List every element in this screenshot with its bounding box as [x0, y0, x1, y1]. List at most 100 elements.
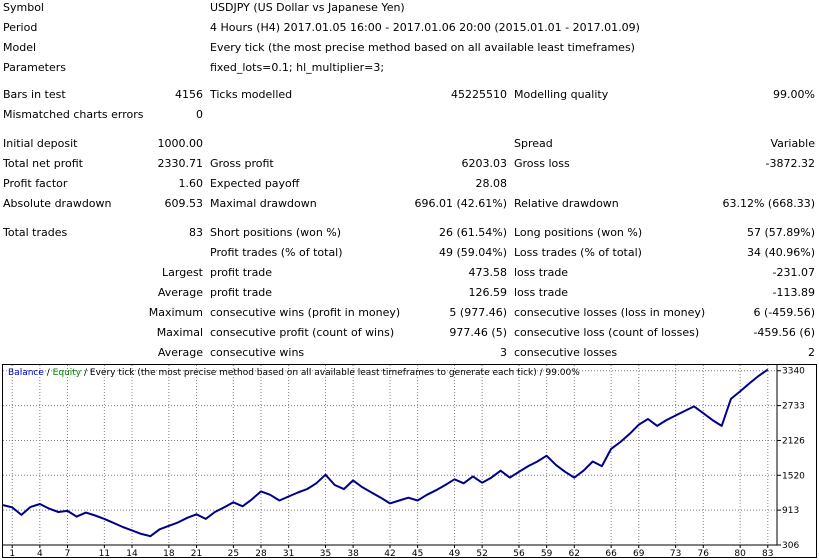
- mismatch-value: 0: [196, 108, 203, 121]
- x-tick-label: 49: [449, 549, 461, 557]
- profit-trades-value: 49 (59.04%): [438, 246, 507, 259]
- x-tick-label: 76: [698, 549, 710, 557]
- deposit-value: 1000.00: [157, 137, 204, 150]
- x-tick-label: 1: [9, 549, 15, 557]
- profit-trades-label: Profit trades (% of total): [210, 246, 343, 259]
- x-tick-label: 31: [283, 549, 294, 557]
- row-model: Model Every tick (the most precise metho…: [0, 40, 819, 56]
- avg-cons-losses-label: consecutive losses: [514, 346, 618, 359]
- y-tick-label: 3340: [782, 367, 805, 377]
- symbol-value: USDJPY (US Dollar vs Japanese Yen): [210, 1, 405, 14]
- row-mismatch: Mismatched charts errors 0: [0, 107, 819, 123]
- net-profit-label: Total net profit: [3, 157, 83, 170]
- profit-factor-label: Profit factor: [3, 177, 68, 190]
- net-profit-value: 2330.71: [157, 157, 204, 170]
- x-tick-label: 73: [670, 549, 681, 557]
- largest-profit-label: profit trade: [210, 266, 273, 279]
- expected-payoff-value: 28.08: [475, 177, 508, 190]
- largest-profit-value: 473.58: [468, 266, 508, 279]
- avg-cons-wins-value: 3: [500, 346, 507, 359]
- rel-dd-value: 63.12% (668.33): [722, 197, 815, 210]
- y-tick-label: 913: [782, 506, 799, 516]
- row-period: Period 4 Hours (H4) 2017.01.05 16:00 - 2…: [0, 20, 819, 36]
- row-drawdown: Absolute drawdown 609.53 Maximal drawdow…: [0, 196, 819, 212]
- loss-trades-value: 34 (40.96%): [746, 246, 815, 259]
- x-tick-label: 35: [320, 549, 331, 557]
- x-tick-label: 66: [605, 549, 617, 557]
- avg-cons-losses-value: 2: [808, 346, 815, 359]
- ticks-label: Ticks modelled: [210, 88, 293, 101]
- row-average-consecutive: Average consecutive wins 3 consecutive l…: [0, 345, 819, 361]
- x-tick-label: 80: [734, 549, 746, 557]
- abs-dd-label: Absolute drawdown: [3, 197, 112, 210]
- model-label: Model: [3, 41, 37, 54]
- bars-label: Bars in test: [3, 88, 66, 101]
- average-profit-value: 126.59: [468, 286, 508, 299]
- x-tick-label: 45: [412, 549, 423, 557]
- max-cons-wins-value: 5 (977.46): [449, 306, 507, 319]
- quality-label: Modelling quality: [514, 88, 609, 101]
- row-bars: Bars in test 4156 Ticks modelled 4522551…: [0, 87, 819, 103]
- period-value: 4 Hours (H4) 2017.01.05 16:00 - 2017.01.…: [210, 21, 640, 34]
- x-tick-label: 11: [99, 549, 110, 557]
- balance-legend: Balance: [8, 368, 44, 378]
- x-tick-label: 38: [347, 549, 359, 557]
- parameters-value: fixed_lots=0.1; hl_multiplier=3;: [210, 61, 385, 74]
- profit-factor-value: 1.60: [178, 177, 204, 190]
- y-tick-label: 2126: [782, 436, 805, 446]
- x-tick-label: 25: [228, 549, 239, 557]
- x-tick-label: 7: [65, 549, 71, 557]
- row-average: Average profit trade 126.59 loss trade -…: [0, 285, 819, 301]
- row-symbol: Symbol USDJPY (US Dollar vs Japanese Yen…: [0, 0, 819, 16]
- gross-profit-label: Gross profit: [210, 157, 274, 170]
- x-tick-label: 18: [163, 549, 175, 557]
- maximum-label: Maximum: [148, 306, 203, 319]
- y-tick-label: 1520: [782, 471, 805, 481]
- long-value: 57 (57.89%): [746, 226, 815, 239]
- x-tick-label: 21: [191, 549, 202, 557]
- row-maximum: Maximum consecutive wins (profit in mone…: [0, 305, 819, 321]
- ticks-value: 45225510: [451, 88, 507, 101]
- long-label: Long positions (won %): [514, 226, 643, 239]
- total-trades-value: 83: [189, 226, 203, 239]
- quality-value: 99.00%: [773, 88, 815, 101]
- maximal-cons-loss-label: consecutive loss (count of losses): [514, 326, 700, 339]
- row-total-trades: Total trades 83 Short positions (won %) …: [0, 225, 819, 241]
- average-loss-label: loss trade: [514, 286, 569, 299]
- row-deposit: Initial deposit 1000.00 Spread Variable: [0, 136, 819, 152]
- x-tick-label: 4: [37, 549, 43, 557]
- bars-value: 4156: [175, 88, 203, 101]
- row-largest: Largest profit trade 473.58 loss trade -…: [0, 265, 819, 281]
- short-value: 26 (61.54%): [438, 226, 507, 239]
- balance-chart: 306 913 1520 2126 2733 3340 1 4 7 11 14 18 21 25 28 31 3…: [2, 364, 817, 558]
- largest-label: Largest: [162, 266, 203, 279]
- average-loss-value: -113.89: [772, 286, 815, 299]
- max-dd-value: 696.01 (42.61%): [414, 197, 507, 210]
- row-profit-factor: Profit factor 1.60 Expected payoff 28.08: [0, 176, 819, 192]
- legend-separator: /: [43, 368, 53, 378]
- max-cons-losses-value: 6 (-459.56): [753, 306, 815, 319]
- total-trades-label: Total trades: [3, 226, 68, 239]
- gross-loss-label: Gross loss: [514, 157, 570, 170]
- maximal-cons-loss-value: -459.56 (6): [753, 326, 815, 339]
- y-tick-label: 306: [782, 541, 799, 551]
- average-profit-label: profit trade: [210, 286, 273, 299]
- x-tick-label: 52: [476, 549, 487, 557]
- x-tick-label: 56: [513, 549, 525, 557]
- model-value: Every tick (the most precise method base…: [210, 41, 635, 54]
- symbol-label: Symbol: [3, 1, 44, 14]
- maximal-cons-profit-value: 977.46 (5): [449, 326, 507, 339]
- rel-dd-label: Relative drawdown: [514, 197, 619, 210]
- largest-loss-value: -231.07: [772, 266, 815, 279]
- max-cons-wins-label: consecutive wins (profit in money): [210, 306, 401, 319]
- row-profit-trades: Profit trades (% of total) 49 (59.04%) L…: [0, 245, 819, 261]
- row-parameters: Parameters fixed_lots=0.1; hl_multiplier…: [0, 60, 819, 76]
- abs-dd-value: 609.53: [164, 197, 204, 210]
- spread-label: Spread: [514, 137, 553, 150]
- gross-loss-value: -3872.32: [765, 157, 815, 170]
- y-tick-label: 2733: [782, 402, 805, 412]
- x-tick-label: 69: [633, 549, 645, 557]
- x-tick-label: 28: [255, 549, 267, 557]
- equity-legend: Equity: [52, 368, 82, 378]
